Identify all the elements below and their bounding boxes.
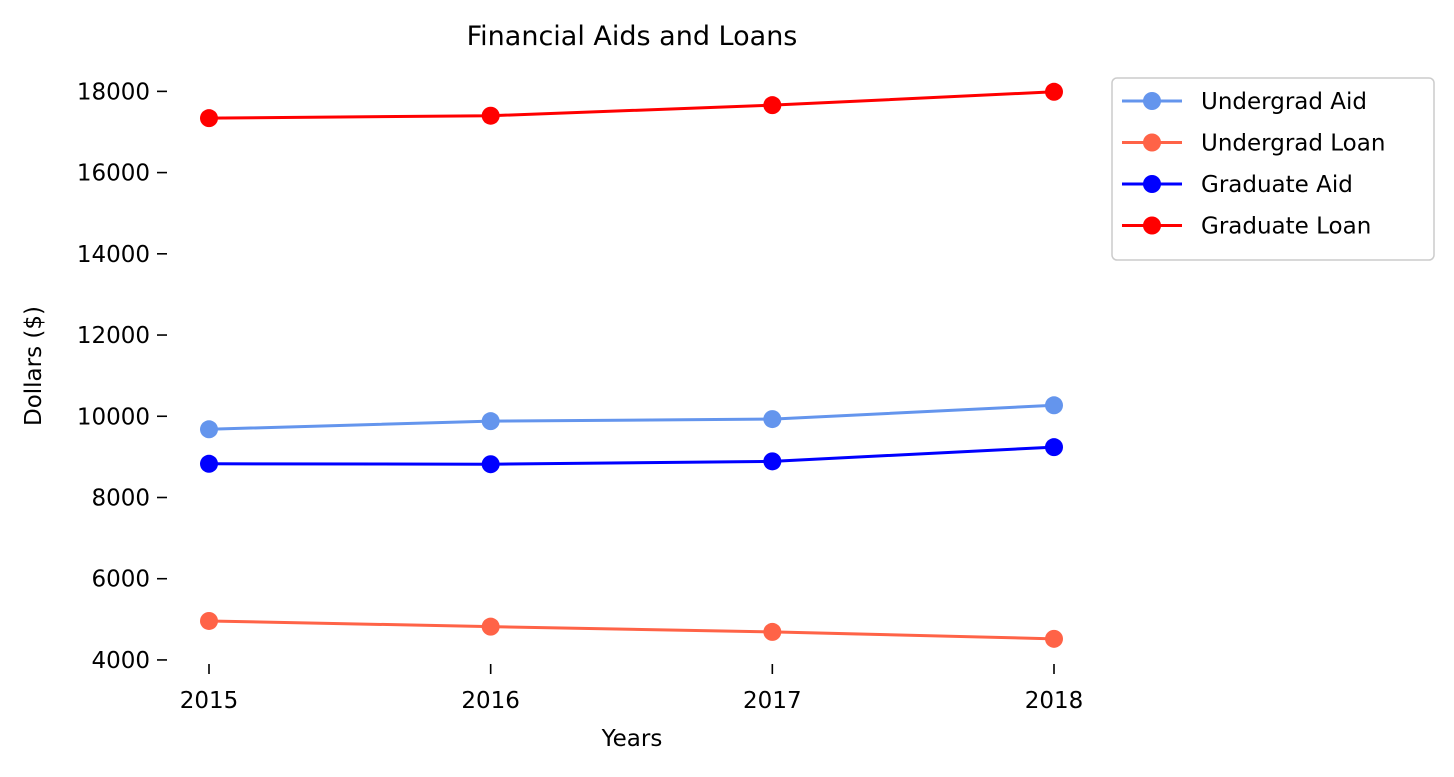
legend-label: Graduate Loan [1201,214,1371,240]
legend-item: Graduate Loan [1122,214,1371,240]
x-axis: 2015 2016 2017 2018 [180,664,1084,714]
y-tick-label: 14000 [77,242,150,268]
y-tick-label: 6000 [91,567,150,593]
legend-marker [1143,133,1161,152]
x-tick-label: 2017 [743,688,802,714]
legend-marker [1143,216,1161,235]
x-tick-label: 2018 [1025,688,1084,714]
data-point [481,617,500,636]
chart-title: Financial Aids and Loans [467,21,798,52]
series-graduate-aid [200,438,1063,474]
y-axis-label: Dollars ($) [21,306,47,426]
legend-label: Undergrad Aid [1201,89,1367,115]
data-point [1045,82,1063,101]
legend-marker [1143,175,1161,193]
y-tick-label: 8000 [91,485,150,511]
legend-item: Graduate Aid [1122,172,1353,198]
y-tick-label: 18000 [77,79,150,105]
series-line [208,445,1055,466]
data-point [481,106,500,125]
legend-label: Graduate Aid [1201,172,1353,198]
data-point [481,455,500,474]
x-tick-label: 2015 [180,688,239,714]
series-layer [200,82,1063,648]
data-point [763,622,782,641]
legend-item: Undergrad Loan [1122,131,1385,157]
y-tick-label: 10000 [77,404,150,430]
data-point [763,452,782,471]
data-point [200,109,218,128]
y-tick-label: 12000 [77,323,150,349]
series-undergrad-aid [200,396,1063,439]
x-axis-label: Years [601,726,663,752]
data-point [200,420,218,439]
data-point [1045,396,1063,415]
data-point [763,410,782,429]
y-tick-label: 16000 [77,161,150,187]
data-point [1045,629,1063,648]
data-point [200,611,218,630]
data-point [200,454,218,473]
x-tick-label: 2016 [461,688,520,714]
series-graduate-loan [200,82,1063,128]
data-point [481,412,500,431]
legend-label: Undergrad Loan [1201,131,1385,157]
series-line [208,403,1055,431]
data-point [1045,438,1063,457]
legend-item: Undergrad Aid [1122,89,1367,115]
y-axis: 4000 6000 8000 10000 12000 14000 16000 18000 [77,79,167,674]
data-point [763,96,782,115]
series-line [208,90,1055,120]
legend-frame [1111,77,1435,261]
legend: Undergrad Aid Undergrad Loan Graduate Aid G… [1111,77,1435,261]
y-tick-label: 4000 [91,648,150,674]
legend-marker [1143,92,1161,110]
series-undergrad-loan [200,611,1063,648]
series-line [208,619,1055,641]
